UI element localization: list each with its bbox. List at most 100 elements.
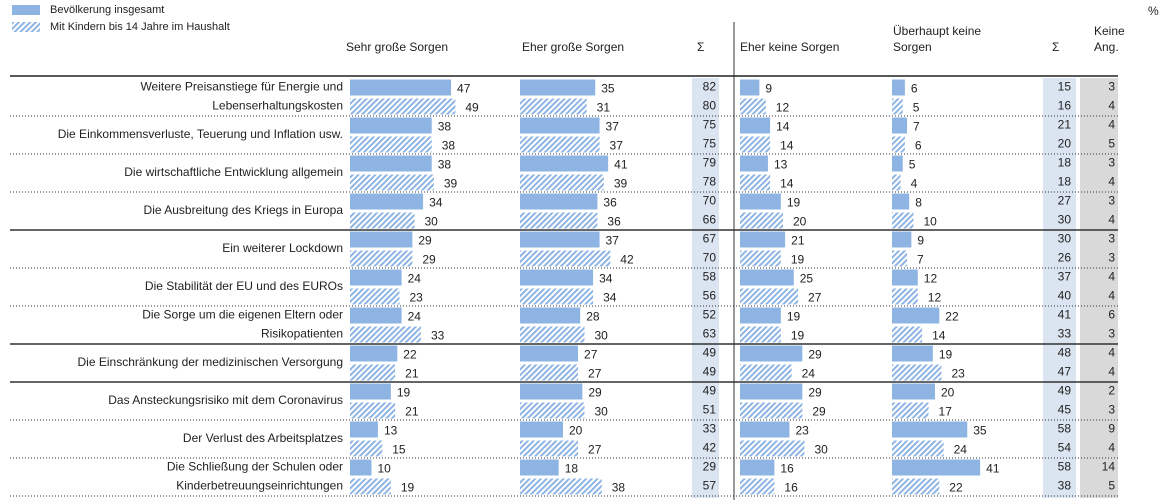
bar	[740, 98, 766, 115]
bar	[520, 136, 600, 153]
value-label: 20	[569, 424, 583, 438]
value-label: 8	[915, 196, 922, 210]
bar	[892, 155, 903, 172]
value-label: 35	[601, 82, 615, 96]
value-label: 14	[780, 139, 794, 153]
value-label: 12	[928, 291, 942, 305]
bar	[892, 288, 918, 305]
value-label: 42	[620, 253, 634, 267]
bar	[892, 250, 908, 267]
sum-value: 6	[1108, 308, 1115, 322]
sum-value: 4	[1108, 213, 1115, 227]
sum-value: 57	[703, 479, 717, 493]
row-label: Risikopatienten	[261, 327, 343, 341]
value-label: 29	[812, 405, 826, 419]
bar	[892, 345, 933, 362]
sum-value: 5	[1108, 479, 1115, 493]
value-label: 35	[973, 424, 987, 438]
bar	[520, 193, 598, 210]
bar	[350, 250, 413, 267]
value-label: 25	[800, 272, 814, 286]
bar	[520, 364, 579, 381]
value-label: 16	[784, 481, 798, 495]
bar	[520, 440, 579, 457]
row-label: Die Sorge um die eigenen Eltern oder	[142, 308, 343, 322]
value-label: 34	[603, 291, 617, 305]
sum-value: 30	[1058, 232, 1072, 246]
legend-swatch	[12, 22, 40, 32]
bar	[350, 345, 398, 362]
sum-value: 48	[1058, 346, 1072, 360]
value-label: 4	[911, 177, 918, 191]
bar	[892, 79, 905, 96]
row-label: Die Stabilität der EU und des EUROs	[145, 279, 343, 293]
value-label: 37	[610, 139, 624, 153]
row-label: Die wirtschaftliche Entwicklung allgemei…	[124, 165, 343, 179]
sum-value: 70	[703, 194, 717, 208]
bar	[892, 193, 910, 210]
value-label: 24	[408, 310, 422, 324]
bar	[892, 212, 914, 229]
value-label: 5	[913, 101, 920, 115]
sum-value: 15	[1058, 80, 1072, 94]
value-label: 30	[425, 215, 439, 229]
bar	[740, 307, 781, 324]
value-label: 21	[405, 405, 419, 419]
bar	[740, 250, 781, 267]
sum-value: 70	[703, 251, 717, 265]
value-label: 24	[954, 443, 968, 457]
value-label: 21	[405, 367, 419, 381]
bar	[740, 193, 781, 210]
bar	[520, 326, 585, 343]
sum-value: 4	[1108, 346, 1115, 360]
value-label: 24	[408, 272, 422, 286]
sum-value: 30	[1058, 213, 1072, 227]
sum-column-bg	[692, 78, 719, 498]
value-label: 9	[765, 82, 772, 96]
value-label: 13	[774, 158, 788, 172]
bar	[350, 288, 400, 305]
row-label: Kinderbetreuungseinrichtungen	[176, 479, 343, 493]
sum-value: 66	[703, 213, 717, 227]
sum-value: 4	[1108, 175, 1115, 189]
sum-value: 3	[1108, 156, 1115, 170]
value-label: 16	[780, 462, 794, 476]
sum-value: 42	[703, 441, 717, 455]
bar	[520, 79, 596, 96]
value-label: 14	[780, 177, 794, 191]
bar	[740, 326, 781, 343]
row-label: Die Schließung der Schulen oder	[167, 460, 343, 474]
bar	[350, 174, 434, 191]
sum-value: 4	[1108, 365, 1115, 379]
bar	[350, 326, 421, 343]
bar	[740, 136, 771, 153]
value-label: 41	[614, 158, 628, 172]
value-label: 31	[597, 101, 611, 115]
sum-value: 79	[703, 156, 717, 170]
value-label: 49	[465, 101, 479, 115]
value-label: 14	[932, 329, 946, 343]
sum-value: 3	[1108, 251, 1115, 265]
value-label: 9	[917, 234, 924, 248]
bar	[520, 269, 594, 286]
bar	[892, 269, 918, 286]
value-label: 36	[607, 215, 621, 229]
value-label: 30	[815, 443, 829, 457]
bar	[740, 440, 805, 457]
value-label: 38	[442, 139, 456, 153]
bar	[892, 402, 929, 419]
column-header: Sehr große Sorgen	[346, 40, 448, 54]
legend-swatch	[12, 5, 40, 15]
bar	[520, 212, 598, 229]
sum-value: 3	[1108, 194, 1115, 208]
bar	[892, 421, 968, 438]
value-label: 19	[401, 481, 415, 495]
value-label: 27	[808, 291, 822, 305]
sum-value: 16	[1058, 99, 1072, 113]
sum-value: 67	[703, 232, 717, 246]
sum-value: 58	[1058, 460, 1072, 474]
column-header: Keine	[1094, 24, 1125, 38]
sum-value: 4	[1108, 289, 1115, 303]
sum-value: 21	[1058, 118, 1072, 132]
legend-label: Bevölkerung insgesamt	[50, 4, 164, 16]
